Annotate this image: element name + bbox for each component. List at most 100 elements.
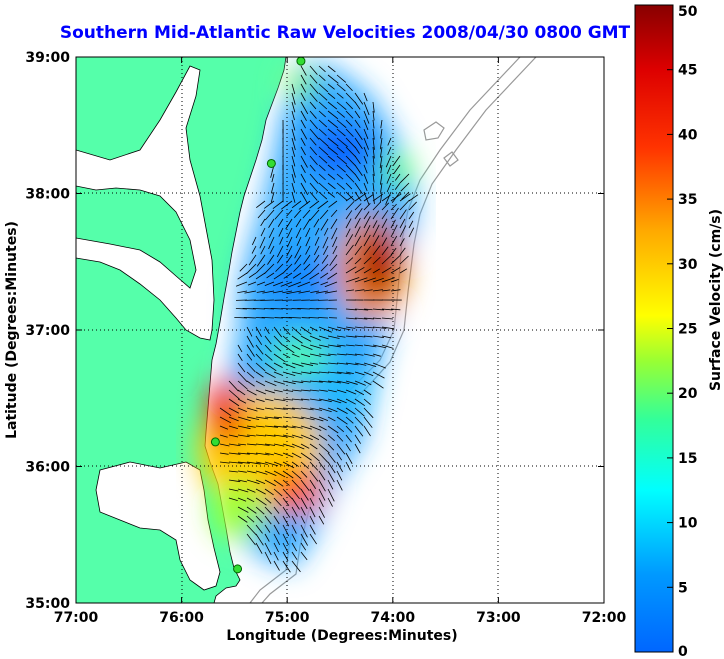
velocity-vector <box>300 101 309 115</box>
velocity-vector <box>309 371 320 374</box>
velocity-vector <box>309 344 322 349</box>
velocity-vector <box>318 101 328 110</box>
velocity-vector <box>318 470 326 481</box>
velocity-vector <box>291 371 302 375</box>
velocity-vector <box>228 434 239 438</box>
velocity-vector <box>318 416 329 421</box>
velocity-vector <box>273 479 284 487</box>
velocity-vector <box>297 308 311 310</box>
velocity-vector <box>381 344 394 349</box>
velocity-vector <box>268 218 275 228</box>
velocity-vector <box>354 335 366 338</box>
velocity-vector <box>318 344 330 348</box>
velocity-vector <box>260 218 266 227</box>
velocity-vector <box>246 434 256 437</box>
velocity-vector <box>318 407 332 413</box>
velocity-vector <box>287 290 302 294</box>
velocity-vector <box>291 155 296 167</box>
velocity-vector <box>273 362 283 368</box>
velocity-vector <box>255 353 263 361</box>
velocity-vector <box>309 506 316 518</box>
velocity-vector <box>363 344 377 348</box>
velocity-vector <box>354 362 367 366</box>
velocity-vector <box>282 344 295 354</box>
velocity-vector <box>273 344 282 352</box>
velocity-vector <box>381 254 393 265</box>
velocity-vector <box>318 443 330 454</box>
velocity-vector <box>372 235 380 247</box>
velocity-vector <box>237 389 246 396</box>
velocity-vector <box>247 281 257 286</box>
velocity-vector <box>264 209 275 221</box>
velocity-vector <box>237 371 248 383</box>
velocity-vector <box>246 470 257 474</box>
velocity-vector <box>381 326 395 330</box>
velocity-vector <box>291 542 298 552</box>
velocity-vector <box>264 353 273 361</box>
velocity-vector <box>235 308 248 310</box>
velocity-vector <box>354 317 368 320</box>
velocity-vector <box>309 101 317 110</box>
velocity-vector <box>336 398 347 404</box>
velocity-vector <box>246 344 255 357</box>
velocity-vector <box>291 533 297 542</box>
velocity-vector <box>291 182 296 193</box>
velocity-vector <box>291 137 296 151</box>
velocity-vector <box>273 398 286 402</box>
velocity-vector <box>300 515 306 524</box>
velocity-vector <box>327 344 341 348</box>
velocity-vector <box>273 488 283 497</box>
velocity-vector <box>309 74 318 84</box>
velocity-vector <box>291 191 296 203</box>
velocity-vector <box>291 173 295 184</box>
velocity-vector <box>237 497 247 502</box>
colorbar-tick-label: 5 <box>678 580 688 596</box>
velocity-vector <box>390 254 401 265</box>
velocity-vector <box>327 470 335 483</box>
velocity-vector <box>381 210 389 220</box>
velocity-vector <box>318 479 326 492</box>
velocity-vector <box>264 515 272 525</box>
velocity-vector <box>300 551 308 561</box>
velocity-vector <box>309 362 319 365</box>
velocity-vector <box>372 155 375 165</box>
velocity-vector <box>282 407 295 410</box>
velocity-vector <box>309 119 318 130</box>
velocity-vector <box>272 200 284 210</box>
velocity-vector <box>237 479 247 483</box>
velocity-vector <box>381 317 393 320</box>
velocity-vector <box>309 209 320 221</box>
colorbar-tick-label: 45 <box>678 63 697 79</box>
y-tick-label: 35:00 <box>25 596 70 612</box>
velocity-vector <box>327 380 341 384</box>
velocity-vector <box>282 479 290 486</box>
velocity-vector <box>336 470 343 481</box>
velocity-vector <box>318 119 328 128</box>
velocity-vector <box>291 119 296 131</box>
velocity-vector <box>313 218 320 228</box>
velocity-vector <box>408 194 419 202</box>
velocity-vector <box>327 128 337 136</box>
velocity-vector <box>300 380 311 383</box>
velocity-vector <box>293 263 302 272</box>
velocity-vector <box>300 137 306 146</box>
velocity-vector <box>354 101 361 110</box>
velocity-vector <box>273 470 286 478</box>
velocity-vector <box>336 452 343 461</box>
velocity-vector <box>345 119 353 127</box>
velocity-vector <box>237 452 250 455</box>
velocity-vector <box>246 362 256 373</box>
colorbar-tick-label: 35 <box>678 192 697 208</box>
velocity-vector <box>363 211 370 220</box>
velocity-vector <box>300 488 309 501</box>
velocity-vector <box>270 191 275 203</box>
velocity-vector <box>354 308 369 311</box>
velocity-vector <box>408 201 417 211</box>
velocity-vector <box>282 551 289 561</box>
velocity-vector <box>246 407 258 412</box>
velocity-vector <box>318 182 329 192</box>
velocity-vector <box>273 353 286 363</box>
velocity-vector <box>327 407 338 413</box>
velocity-vector <box>354 289 365 292</box>
velocity-vector <box>345 92 356 104</box>
